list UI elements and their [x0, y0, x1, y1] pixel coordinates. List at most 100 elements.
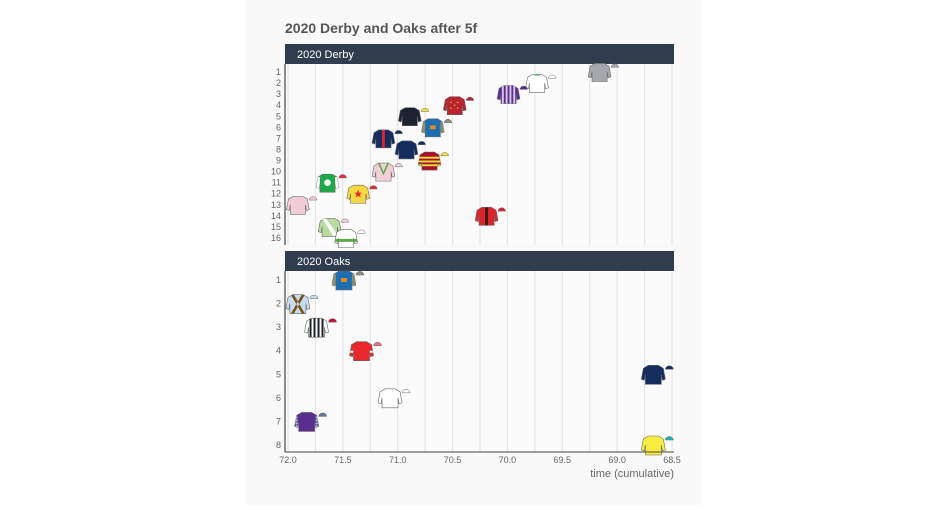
- silk-pattern: [309, 318, 324, 338]
- y-tick-label: 14: [271, 211, 281, 221]
- silk-dot: [295, 422, 298, 425]
- silk-pattern: [349, 350, 374, 353]
- y-tick-label: 11: [272, 178, 281, 188]
- y-tick-label: 12: [271, 189, 281, 199]
- silk-marker: [334, 229, 366, 248]
- y-tick-label: 5: [276, 111, 281, 121]
- silk-cap: [401, 389, 411, 394]
- silk-cap: [369, 185, 378, 190]
- silk-dot: [456, 101, 459, 104]
- silk-pattern: [322, 218, 338, 237]
- y-tick-label: 7: [276, 416, 281, 426]
- x-tick-label: 69.0: [608, 455, 626, 465]
- silk-stripe: [321, 318, 324, 338]
- silk-collar: [534, 74, 540, 76]
- panel-title: 2020 Oaks: [297, 256, 351, 268]
- silk-cap: [417, 141, 426, 145]
- silk-stripe: [485, 207, 489, 226]
- silk-marker: [371, 129, 403, 149]
- silk-cap: [328, 318, 337, 323]
- silk-pattern: [421, 121, 445, 134]
- x-tick-label: 72.0: [279, 455, 297, 465]
- silk-dot: [295, 419, 298, 422]
- chart-title: 2020 Derby and Oaks after 5f: [285, 20, 478, 36]
- silk-jacket: [285, 294, 311, 314]
- silk-diamond: [429, 125, 436, 130]
- silk-cap: [357, 229, 366, 234]
- silk-dot: [456, 107, 459, 109]
- silk-diamond: [340, 278, 347, 282]
- silk-cap: [610, 63, 619, 68]
- y-tick-label: 4: [276, 346, 281, 356]
- silk-pattern: [334, 238, 358, 242]
- silk-hoop: [418, 156, 441, 159]
- silk-stripe: [313, 318, 316, 338]
- silk-stripe: [309, 318, 312, 338]
- silk-cap: [665, 365, 674, 370]
- silk-pattern: [331, 274, 356, 286]
- silk-dot: [453, 104, 456, 107]
- silk-cap: [373, 341, 382, 346]
- silk-stripe: [317, 318, 320, 338]
- silk-marker: [377, 388, 411, 409]
- silk-jacket: [398, 107, 422, 127]
- x-tick-label: 70.0: [499, 455, 517, 465]
- silk-jacket: [334, 229, 358, 248]
- silk-pattern: [316, 176, 339, 189]
- silk-cap: [394, 130, 403, 134]
- x-axis-label: time (cumulative): [590, 468, 674, 480]
- silk-sleeve: [440, 121, 445, 134]
- silk-marker: [394, 140, 426, 160]
- silk-disc: [324, 179, 331, 186]
- silk-dot: [450, 101, 452, 104]
- silk-marker: [417, 151, 449, 171]
- x-tick-label: 70.5: [444, 455, 462, 465]
- silk-cap: [465, 96, 475, 101]
- silk-jacket: [349, 341, 374, 362]
- silk-cross: [290, 294, 305, 314]
- panel-header: [285, 44, 674, 64]
- silk-cap: [548, 74, 557, 79]
- silk-marker: [315, 173, 347, 193]
- x-tick-label: 71.5: [334, 455, 352, 465]
- y-tick-label: 6: [276, 122, 281, 132]
- silk-marker: [346, 184, 378, 204]
- silk-hoop: [418, 164, 441, 167]
- y-tick-label: 9: [276, 156, 281, 166]
- silk-cap: [338, 174, 347, 179]
- silk-marker: [317, 218, 349, 237]
- silk-dot: [450, 107, 452, 109]
- silk-pattern: [382, 129, 385, 148]
- silk-star: [354, 189, 363, 198]
- silk-marker: [331, 270, 365, 291]
- silk-stripe: [513, 85, 516, 104]
- silk-pattern: [534, 74, 540, 76]
- y-tick-label: 16: [271, 233, 281, 243]
- silk-pattern: [377, 163, 390, 176]
- x-tick-label: 68.5: [663, 455, 681, 465]
- silk-sleeve: [351, 274, 356, 286]
- y-tick-label: 15: [271, 222, 281, 232]
- y-tick-label: 8: [276, 440, 281, 450]
- silk-cap: [355, 271, 365, 276]
- silk-dot: [315, 419, 318, 422]
- silk-stripe: [505, 85, 508, 104]
- silk-marker: [285, 294, 319, 314]
- silk-marker: [443, 96, 475, 115]
- silk-cap: [420, 107, 430, 112]
- silk-jacket: [294, 412, 319, 432]
- silk-jacket: [641, 435, 666, 456]
- silk-marker: [496, 85, 528, 104]
- silk-marker: [587, 63, 619, 82]
- silk-armlet: [369, 350, 374, 353]
- silk-marker: [304, 317, 337, 338]
- silk-marker: [398, 107, 430, 127]
- silk-cap: [309, 294, 319, 299]
- silk-cap: [440, 152, 449, 157]
- y-tick-label: 6: [276, 393, 281, 403]
- silk-hoop: [334, 238, 358, 242]
- silk-cap: [318, 412, 327, 417]
- silk-pattern: [290, 294, 305, 314]
